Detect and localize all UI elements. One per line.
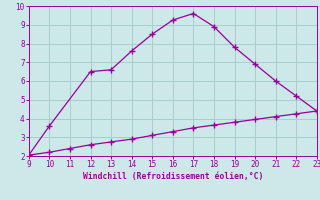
X-axis label: Windchill (Refroidissement éolien,°C): Windchill (Refroidissement éolien,°C) [83,172,263,181]
